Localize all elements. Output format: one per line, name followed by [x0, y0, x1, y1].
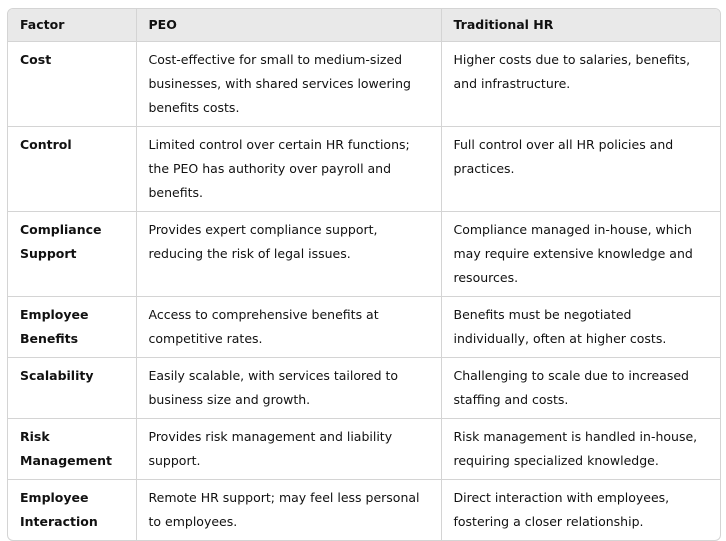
peo-cell: Cost-effective for small to medium-sized…: [136, 41, 442, 127]
factor-cell: Scalability: [8, 357, 137, 419]
factor-cell: Employee Interaction: [8, 479, 137, 540]
table-row: Cost Cost-effective for small to medium-s…: [8, 41, 720, 127]
peo-cell: Provides risk management and liability s…: [136, 418, 442, 480]
factor-cell: Compliance Support: [8, 211, 137, 297]
peo-cell: Easily scalable, with services tailored …: [136, 357, 442, 419]
factor-cell: Control: [8, 126, 137, 212]
table-row: Compliance Support Provides expert compli…: [8, 211, 720, 297]
traditional-hr-cell: Compliance managed in-house, which may r…: [441, 211, 720, 297]
header-row: Factor PEO Traditional HR: [8, 9, 720, 42]
factor-cell: Cost: [8, 41, 137, 127]
comparison-table-container: Factor PEO Traditional HR Cost Cost-effec…: [7, 8, 721, 541]
comparison-table: Factor PEO Traditional HR Cost Cost-effec…: [8, 9, 720, 540]
traditional-hr-cell: Challenging to scale due to increased st…: [441, 357, 720, 419]
table-row: Scalability Easily scalable, with service…: [8, 357, 720, 419]
table-row: Control Limited control over certain HR f…: [8, 126, 720, 212]
table-row: Employee Benefits Access to comprehensive…: [8, 296, 720, 358]
header-factor: Factor: [8, 9, 137, 42]
traditional-hr-cell: Risk management is handled in-house, req…: [441, 418, 720, 480]
factor-cell: Employee Benefits: [8, 296, 137, 358]
peo-cell: Provides expert compliance support, redu…: [136, 211, 442, 297]
traditional-hr-cell: Full control over all HR policies and pr…: [441, 126, 720, 212]
traditional-hr-cell: Higher costs due to salaries, benefits, …: [441, 41, 720, 127]
table-row: Employee Interaction Remote HR support; m…: [8, 479, 720, 540]
peo-cell: Remote HR support; may feel less persona…: [136, 479, 442, 540]
header-traditional-hr: Traditional HR: [441, 9, 720, 42]
peo-cell: Limited control over certain HR function…: [136, 126, 442, 212]
factor-cell: Risk Management: [8, 418, 137, 480]
header-peo: PEO: [136, 9, 442, 42]
traditional-hr-cell: Direct interaction with employees, foste…: [453, 490, 670, 529]
table-row: Risk Management Provides risk management …: [8, 418, 720, 480]
traditional-hr-cell: Benefits must be negotiated individually…: [441, 296, 720, 358]
peo-cell: Access to comprehensive benefits at comp…: [136, 296, 442, 358]
